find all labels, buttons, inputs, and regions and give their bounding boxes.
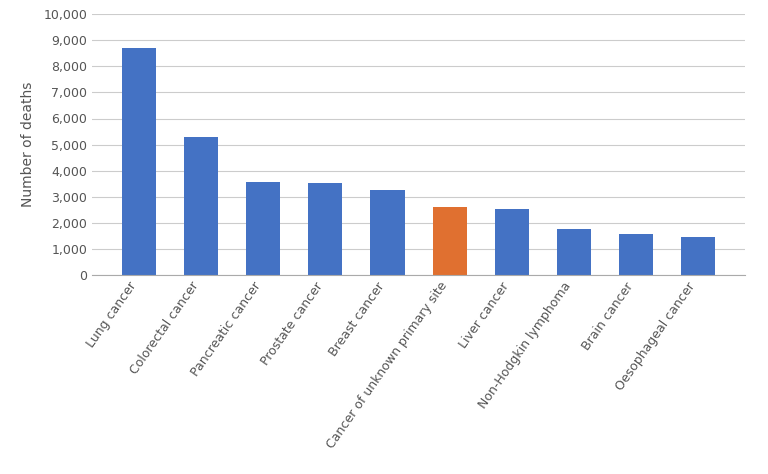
- Bar: [432, 207, 467, 275]
- Bar: [619, 234, 653, 275]
- Bar: [122, 48, 156, 275]
- Bar: [184, 137, 218, 275]
- Bar: [308, 182, 343, 275]
- Bar: [370, 190, 405, 275]
- Bar: [246, 182, 280, 275]
- Bar: [557, 229, 591, 275]
- Y-axis label: Number of deaths: Number of deaths: [21, 82, 35, 207]
- Bar: [495, 209, 529, 275]
- Bar: [681, 237, 715, 275]
